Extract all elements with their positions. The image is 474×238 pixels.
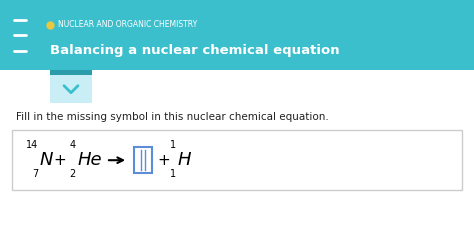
Text: 4: 4 — [70, 140, 76, 150]
Text: N: N — [40, 151, 54, 169]
Text: 7: 7 — [32, 169, 38, 179]
Text: 2: 2 — [70, 169, 76, 179]
Text: 14: 14 — [26, 140, 38, 150]
Text: He: He — [78, 151, 103, 169]
Text: Fill in the missing symbol in this nuclear chemical equation.: Fill in the missing symbol in this nucle… — [16, 112, 329, 122]
Bar — [50, 75, 92, 103]
Text: Balancing a nuclear chemical equation: Balancing a nuclear chemical equation — [50, 44, 340, 57]
Text: H: H — [178, 151, 191, 169]
Text: +: + — [54, 153, 66, 168]
Bar — [0, 0, 474, 70]
Bar — [134, 147, 152, 173]
Text: 1: 1 — [170, 169, 176, 179]
Text: 1: 1 — [170, 140, 176, 150]
Text: +: + — [158, 153, 170, 168]
Bar — [12, 130, 462, 190]
Text: NUCLEAR AND ORGANIC CHEMISTRY: NUCLEAR AND ORGANIC CHEMISTRY — [58, 20, 197, 29]
Bar — [50, 70, 92, 75]
